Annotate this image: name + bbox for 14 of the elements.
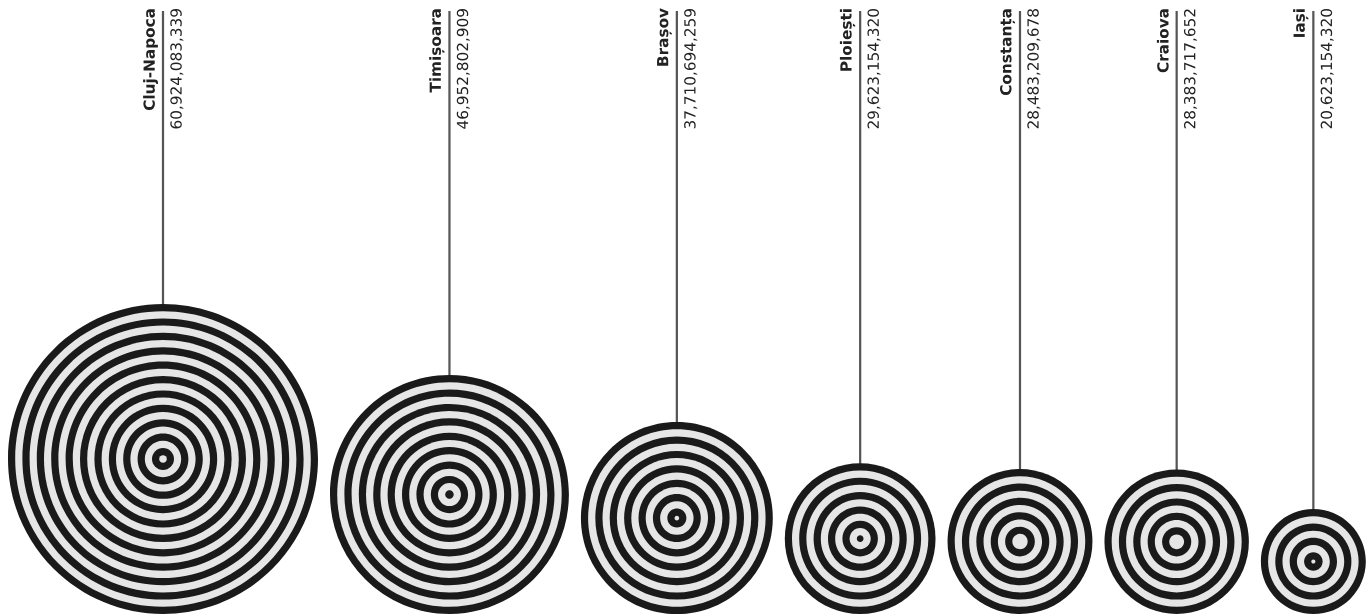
category-label: Timișoara [429, 9, 445, 93]
data-label: 37,710,694,259 [684, 9, 698, 129]
data-label: 28,383,717,652 [1183, 9, 1198, 129]
data-label: 60,924,083,339 [170, 9, 184, 129]
category-label: Craiova [1156, 9, 1169, 73]
data-label: 28,483,209,678 [1027, 9, 1041, 129]
category-label: Cluj-Napoca [143, 9, 158, 111]
data-label: 29,623,154,320 [867, 9, 881, 129]
category-label: Ploiești [839, 9, 856, 71]
data-label: 20,623,154,320 [1320, 9, 1334, 129]
data-label: 46,952,802,909 [456, 9, 470, 129]
category-label: Constanța [1000, 9, 1015, 96]
category-label: Brașov [657, 8, 672, 66]
category-label: Iași [1293, 9, 1309, 37]
